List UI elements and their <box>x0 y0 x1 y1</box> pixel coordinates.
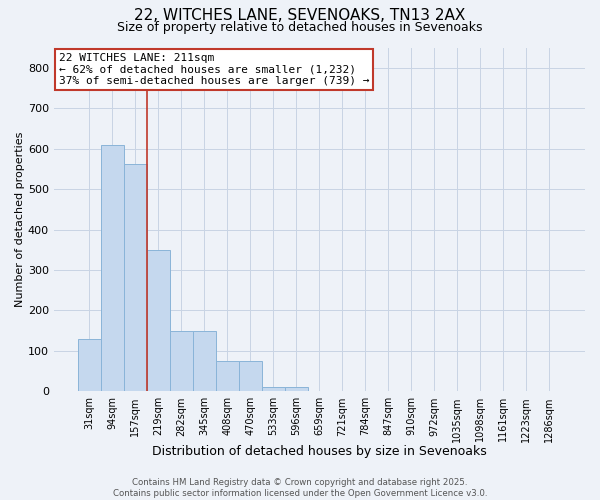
Bar <box>262 386 285 392</box>
Bar <box>170 330 193 392</box>
Y-axis label: Number of detached properties: Number of detached properties <box>15 132 25 307</box>
Text: Size of property relative to detached houses in Sevenoaks: Size of property relative to detached ho… <box>117 21 483 34</box>
Bar <box>285 386 308 392</box>
Text: Contains HM Land Registry data © Crown copyright and database right 2025.
Contai: Contains HM Land Registry data © Crown c… <box>113 478 487 498</box>
Bar <box>239 361 262 392</box>
Bar <box>101 146 124 392</box>
Bar <box>193 330 216 392</box>
X-axis label: Distribution of detached houses by size in Sevenoaks: Distribution of detached houses by size … <box>152 444 487 458</box>
Bar <box>124 164 147 392</box>
Bar <box>78 339 101 392</box>
Bar <box>147 250 170 392</box>
Text: 22, WITCHES LANE, SEVENOAKS, TN13 2AX: 22, WITCHES LANE, SEVENOAKS, TN13 2AX <box>134 8 466 22</box>
Text: 22 WITCHES LANE: 211sqm
← 62% of detached houses are smaller (1,232)
37% of semi: 22 WITCHES LANE: 211sqm ← 62% of detache… <box>59 52 370 86</box>
Bar <box>216 361 239 392</box>
